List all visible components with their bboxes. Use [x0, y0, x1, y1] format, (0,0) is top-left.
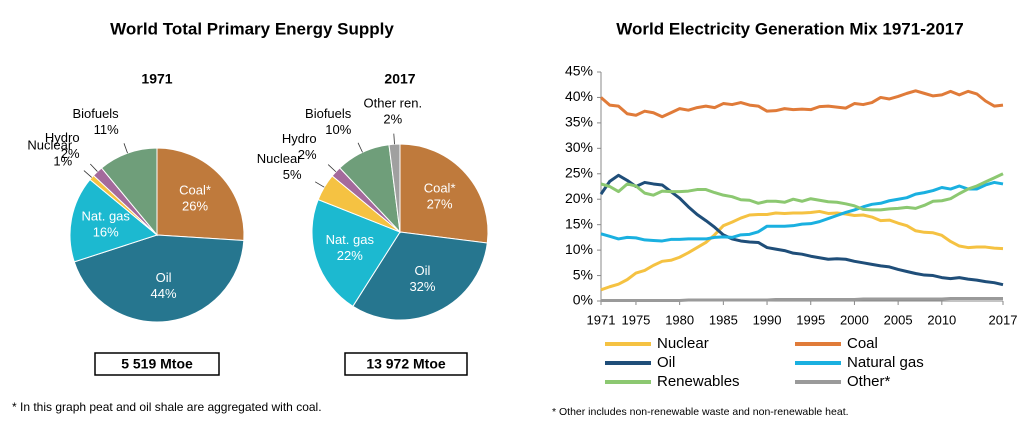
- y-tick-label: 15%: [565, 215, 593, 231]
- slice-label: Nuclear: [27, 138, 72, 153]
- total-box: [94, 352, 220, 376]
- slice-value-label: 2%: [383, 111, 402, 126]
- slice-value-label: 5%: [283, 167, 302, 182]
- leader-line: [393, 133, 395, 145]
- series-line: [600, 209, 1004, 292]
- slice-label: Oil: [415, 263, 431, 278]
- slice-value-label: 44%: [151, 286, 177, 301]
- pie-slice: [156, 147, 245, 241]
- legend-label: Natural gas: [847, 354, 924, 371]
- series-line: [600, 180, 1004, 243]
- series-line: [599, 173, 1004, 287]
- pie-slice: [311, 198, 401, 307]
- slice-value-label: 11%: [94, 122, 119, 137]
- legend-label: Renewables: [657, 373, 740, 390]
- y-tick-label: 25%: [565, 164, 593, 180]
- y-tick-label: 20%: [565, 190, 593, 206]
- leader-line: [327, 164, 337, 173]
- y-tick-label: 40%: [565, 88, 593, 104]
- pie-title: 2017: [384, 71, 415, 87]
- pie-slice: [388, 143, 401, 233]
- slice-value-label: 2%: [61, 146, 80, 161]
- leader-line: [90, 163, 98, 172]
- chart-note: * Other includes non-renewable waste and…: [552, 406, 849, 418]
- slice-value-label: 2%: [298, 147, 317, 162]
- slice-label: Other ren.: [364, 95, 423, 110]
- x-tick-label: 2000: [840, 312, 869, 327]
- x-tick-label: 1985: [709, 312, 738, 327]
- y-tick-label: 45%: [565, 63, 593, 79]
- x-tick-label: 2010: [927, 312, 956, 327]
- slice-label: Nat. gas: [82, 209, 131, 224]
- panel-title: World Total Primary Energy Supply: [110, 19, 394, 38]
- pie-title: 1971: [141, 71, 172, 87]
- slice-value-label: 32%: [409, 279, 435, 294]
- slice-value-label: 22%: [337, 248, 363, 263]
- y-tick-label: 0%: [573, 292, 593, 308]
- slice-value-label: 1%: [53, 154, 72, 169]
- panel-note: * In this graph peat and oil shale are a…: [12, 400, 322, 414]
- slice-label: Hydro: [282, 131, 317, 146]
- legend-label: Oil: [657, 354, 675, 371]
- leader-line: [123, 143, 128, 154]
- legend-label: Nuclear: [657, 335, 709, 352]
- slice-value-label: 10%: [325, 122, 351, 137]
- x-tick-label: 1971: [587, 312, 616, 327]
- slice-label: Hydro: [45, 130, 80, 145]
- pie-slice: [73, 234, 245, 323]
- total-label: 5 519 Mtoe: [121, 356, 193, 372]
- legend-label: Other*: [847, 373, 891, 390]
- slice-label: Coal*: [424, 181, 456, 196]
- x-tick-label: 1975: [621, 312, 650, 327]
- y-tick-label: 30%: [565, 139, 593, 155]
- slice-label: Nuclear: [257, 151, 302, 166]
- slice-value-label: 16%: [93, 225, 119, 240]
- series-line: [601, 296, 1003, 302]
- pie-slice: [399, 143, 489, 244]
- x-tick-label: 1995: [796, 312, 825, 327]
- slice-label: Oil: [156, 270, 172, 285]
- total-label: 13 972 Mtoe: [366, 356, 446, 372]
- slice-label: Biofuels: [305, 106, 352, 121]
- leader-line: [357, 142, 363, 153]
- series-line: [600, 89, 1004, 119]
- slice-label: Coal*: [179, 183, 211, 198]
- slice-label: Nat. gas: [326, 232, 375, 247]
- x-tick-label: 1990: [753, 312, 782, 327]
- leader-line: [83, 170, 93, 178]
- leader-line: [314, 181, 325, 188]
- x-tick-label: 1980: [665, 312, 694, 327]
- slice-label: Biofuels: [72, 106, 119, 121]
- y-tick-label: 10%: [565, 241, 593, 257]
- x-tick-label: 2005: [884, 312, 913, 327]
- y-tick-label: 5%: [573, 266, 593, 282]
- chart-title: World Electricity Generation Mix 1971-20…: [616, 19, 963, 38]
- total-box: [344, 352, 468, 376]
- slice-value-label: 26%: [182, 199, 208, 214]
- y-tick-label: 35%: [565, 114, 593, 130]
- pie-slice: [69, 178, 159, 263]
- x-tick-label: 2017: [989, 312, 1018, 327]
- series-line: [600, 172, 1004, 212]
- slice-value-label: 27%: [427, 197, 453, 212]
- legend-label: Coal: [847, 335, 878, 352]
